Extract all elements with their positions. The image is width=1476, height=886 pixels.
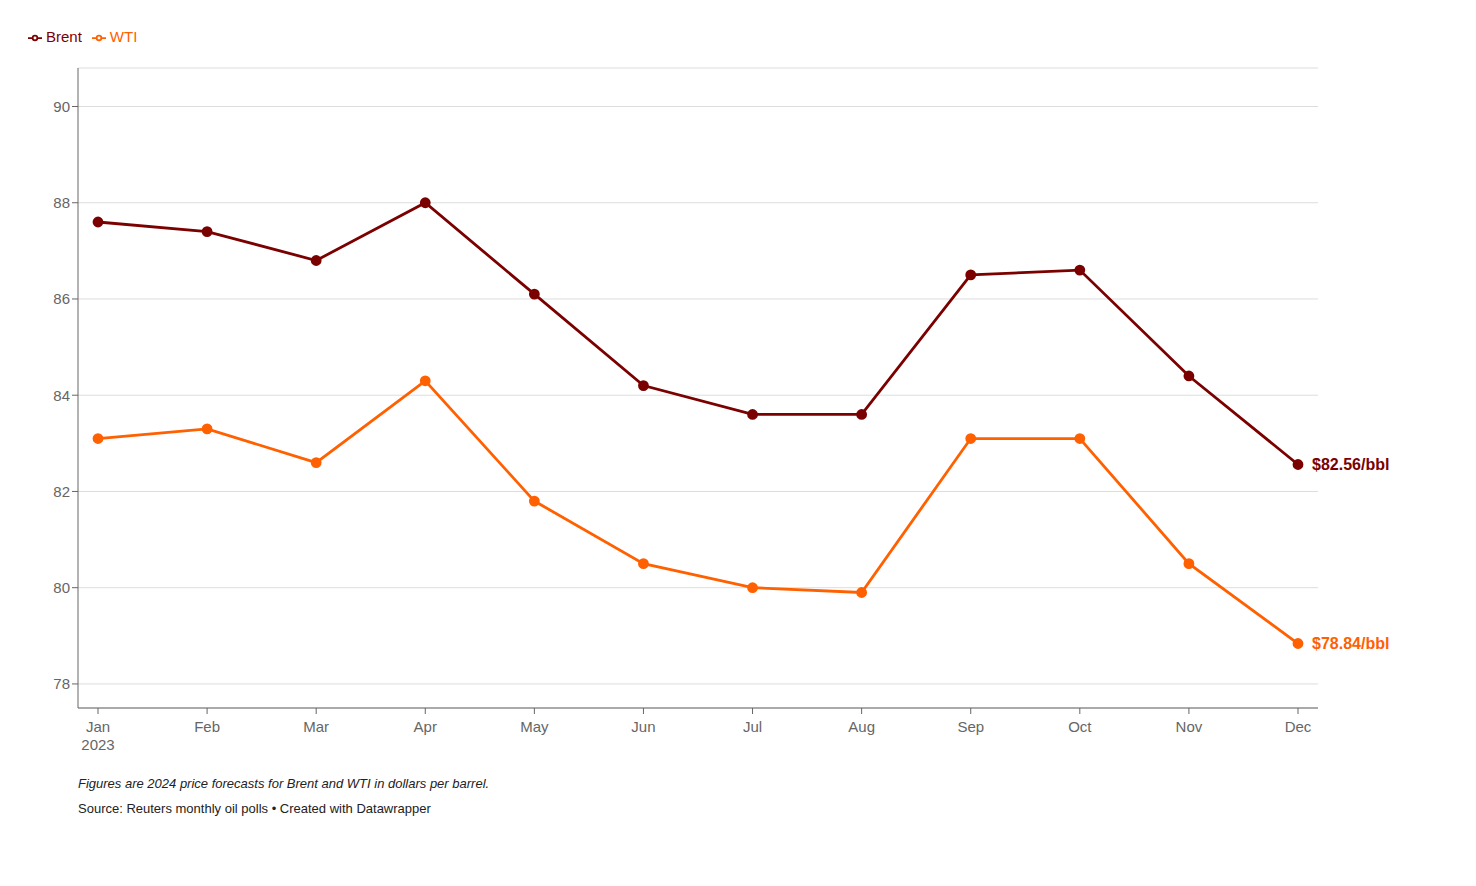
svg-text:Apr: Apr — [414, 718, 437, 735]
svg-text:90: 90 — [53, 98, 70, 115]
svg-text:88: 88 — [53, 194, 70, 211]
svg-text:Feb: Feb — [194, 718, 220, 735]
html-text:WTI: WTI — [109, 28, 138, 45]
html-text:Brent: Brent — [46, 28, 82, 45]
svg-text:86: 86 — [53, 290, 70, 307]
svg-text:84: 84 — [53, 387, 70, 404]
svg-text:Jul: Jul — [743, 718, 762, 735]
html-text:Source: Reuters monthly oil po: Source: Reuters monthly oil polls • Crea… — [78, 801, 431, 816]
svg-text:80: 80 — [53, 579, 70, 596]
svg-text:78: 78 — [53, 675, 70, 692]
svg-text:Oct: Oct — [1068, 718, 1092, 735]
html-text:Figures are 2024 price forecas: Figures are 2024 price forecasts for Bre… — [78, 776, 490, 791]
svg-text:Aug: Aug — [848, 718, 875, 735]
svg-text:$78.84/bbl: $78.84/bbl — [1312, 635, 1389, 652]
svg-text:Dec: Dec — [1285, 718, 1312, 735]
svg-text:Mar: Mar — [303, 718, 329, 735]
svg-text:82: 82 — [53, 483, 70, 500]
svg-text:Nov: Nov — [1176, 718, 1203, 735]
svg-text:Jun: Jun — [631, 718, 655, 735]
svg-text:Jan2023: Jan2023 — [81, 718, 114, 753]
svg-text:$82.56/bbl: $82.56/bbl — [1312, 456, 1389, 473]
svg-text:May: May — [520, 718, 549, 735]
svg-text:Sep: Sep — [957, 718, 984, 735]
